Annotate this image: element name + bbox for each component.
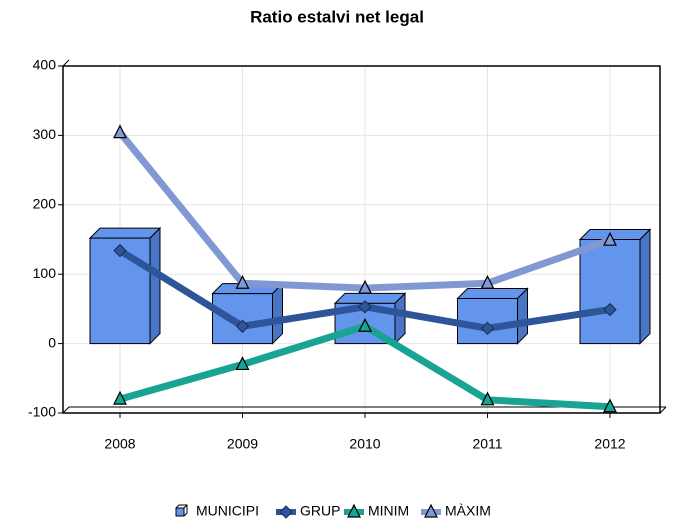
legend-label: MÀXIM bbox=[445, 503, 491, 519]
bar-top bbox=[578, 229, 652, 240]
marker-triangle bbox=[347, 503, 361, 518]
marker-diamond bbox=[235, 319, 250, 333]
marker-triangle bbox=[235, 274, 250, 289]
legend-swatch-depth bbox=[175, 504, 188, 517]
marker-triangle bbox=[480, 391, 495, 406]
marker-diamond bbox=[603, 302, 617, 317]
marker-diamond bbox=[480, 321, 495, 336]
x-tick-label: 2010 bbox=[349, 436, 380, 452]
marker-triangle bbox=[113, 124, 127, 139]
bar-side bbox=[639, 228, 651, 345]
bar bbox=[212, 293, 273, 345]
bar bbox=[579, 239, 641, 345]
marker-triangle bbox=[424, 503, 438, 518]
plot-frame bbox=[62, 65, 661, 414]
x-tick-label: 2011 bbox=[472, 436, 502, 452]
marker-diamond bbox=[279, 505, 293, 519]
y-tick-label: -100 bbox=[28, 404, 56, 420]
legend-label: MUNICIPI bbox=[196, 503, 259, 519]
y-tick-label: 200 bbox=[33, 196, 57, 212]
bar-top bbox=[88, 227, 162, 239]
legend-label: MINIM bbox=[368, 503, 409, 519]
x-tick-label: 2012 bbox=[594, 436, 625, 452]
marker-triangle bbox=[480, 274, 495, 289]
marker-triangle bbox=[358, 317, 372, 332]
chart-title: Ratio estalvi net legal bbox=[250, 7, 424, 26]
marker-triangle bbox=[603, 398, 617, 413]
x-tick-label: 2008 bbox=[104, 436, 135, 452]
bar-side bbox=[517, 287, 528, 345]
bar bbox=[457, 297, 518, 345]
x-tick-label: 2009 bbox=[227, 436, 258, 452]
bar-side bbox=[272, 282, 283, 345]
marker-triangle bbox=[358, 279, 372, 294]
bar-side bbox=[149, 226, 161, 345]
plot-depth bbox=[62, 59, 667, 414]
marker-diamond bbox=[113, 243, 127, 258]
bar-top bbox=[333, 292, 407, 304]
legend-swatch bbox=[175, 507, 185, 517]
marker-diamond bbox=[358, 300, 372, 314]
marker-triangle bbox=[235, 356, 250, 371]
y-tick-label: 400 bbox=[33, 57, 57, 73]
marker-triangle bbox=[603, 231, 617, 246]
bar-top bbox=[456, 287, 529, 299]
legend-label: GRUP bbox=[300, 503, 340, 519]
y-tick-label: 0 bbox=[48, 334, 56, 350]
y-tick-label: 100 bbox=[33, 265, 57, 281]
y-tick-label: 300 bbox=[33, 126, 57, 142]
marker-triangle bbox=[113, 390, 127, 405]
